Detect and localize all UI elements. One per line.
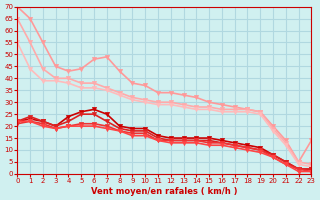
X-axis label: Vent moyen/en rafales ( km/h ): Vent moyen/en rafales ( km/h ) (91, 187, 238, 196)
